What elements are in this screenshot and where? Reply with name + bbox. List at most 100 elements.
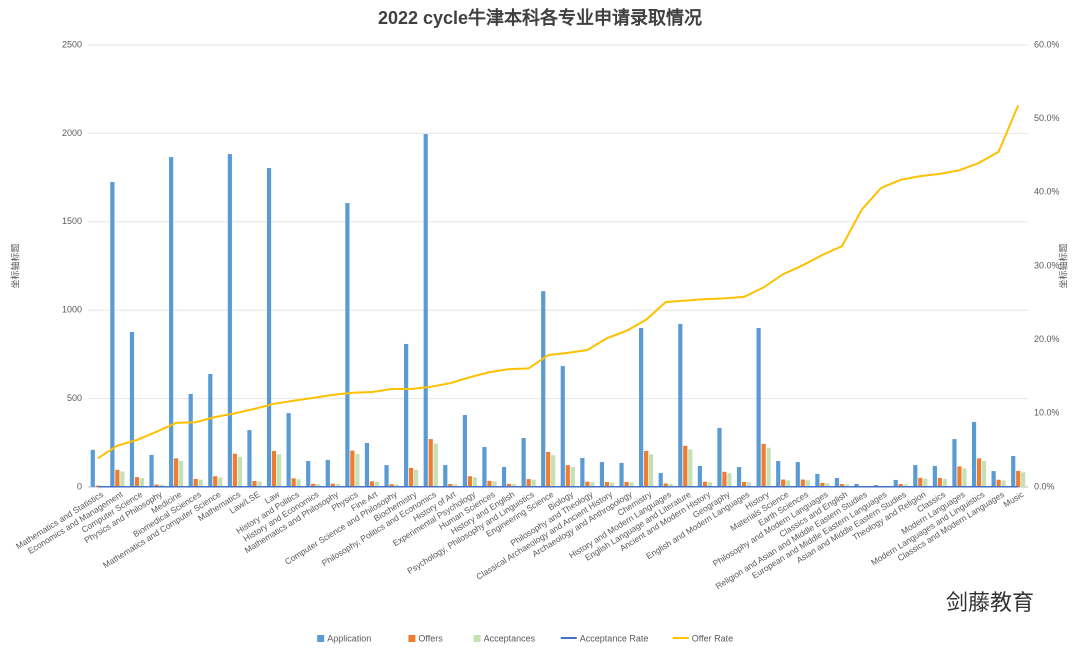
- bar: [795, 462, 800, 487]
- bar: [330, 483, 335, 487]
- bar: [433, 443, 438, 487]
- y2-tick-label: 10.0%: [1034, 408, 1060, 418]
- y2-tick-label: 0.0%: [1034, 481, 1055, 491]
- bar: [551, 455, 556, 487]
- bar: [663, 483, 668, 487]
- bar: [952, 439, 957, 487]
- bar: [834, 477, 840, 487]
- bar: [414, 469, 419, 487]
- y2-tick-label: 20.0%: [1034, 334, 1060, 344]
- bar: [462, 415, 467, 487]
- bar: [683, 445, 688, 487]
- bar: [1016, 470, 1021, 487]
- legend-swatch: [408, 635, 416, 642]
- bar: [271, 450, 277, 487]
- bar: [276, 454, 282, 487]
- bar: [311, 483, 316, 487]
- y2-axis-title: 坐标轴标题: [1057, 243, 1068, 288]
- bar: [232, 453, 237, 487]
- bar: [756, 328, 761, 487]
- bar: [526, 479, 531, 487]
- y-tick-label: 1500: [62, 216, 82, 226]
- bar: [697, 465, 702, 487]
- bar: [169, 157, 174, 488]
- bar: [874, 485, 879, 487]
- bar: [384, 465, 389, 487]
- bar: [389, 484, 394, 487]
- bar: [506, 483, 512, 487]
- bar: [325, 459, 330, 487]
- bar: [668, 483, 673, 487]
- bar: [585, 481, 590, 487]
- bar: [374, 481, 380, 487]
- bar: [1001, 480, 1006, 487]
- bar: [781, 479, 786, 487]
- bar: [541, 291, 546, 487]
- bar: [286, 413, 291, 487]
- bar: [971, 421, 977, 487]
- bar: [957, 466, 962, 487]
- y-axis-title: 坐标轴标题: [9, 243, 20, 288]
- bar: [644, 450, 649, 487]
- bar: [218, 477, 223, 487]
- bar: [923, 478, 928, 487]
- bar: [629, 482, 634, 487]
- bar: [247, 430, 252, 487]
- bar: [1011, 456, 1016, 487]
- bar: [188, 394, 193, 487]
- bar: [761, 443, 766, 487]
- bar: [467, 476, 472, 487]
- bar: [854, 483, 859, 487]
- bar: [604, 482, 610, 487]
- bar: [409, 467, 414, 487]
- bar: [149, 454, 154, 487]
- bar: [174, 458, 179, 487]
- bar: [139, 478, 145, 487]
- y-tick-label: 2000: [62, 128, 82, 138]
- bar: [482, 447, 487, 487]
- bar: [546, 451, 551, 487]
- bar: [991, 471, 996, 487]
- bar: [688, 449, 693, 487]
- bar: [345, 203, 350, 487]
- bar: [296, 479, 301, 487]
- bar: [257, 481, 262, 487]
- bar: [702, 481, 707, 487]
- chart-title: 2022 cycle牛津本科各专业申请录取情况: [378, 7, 702, 28]
- bar: [717, 427, 722, 487]
- bar: [707, 482, 712, 487]
- bar: [443, 465, 448, 487]
- bar: [649, 454, 654, 487]
- bar: [658, 473, 663, 487]
- bar: [511, 484, 517, 487]
- bar: [335, 483, 340, 487]
- bar: [404, 343, 409, 487]
- bar: [448, 483, 453, 487]
- y-tick-label: 1000: [62, 305, 82, 315]
- bar: [722, 471, 727, 487]
- bar: [678, 323, 683, 487]
- bar: [291, 478, 296, 487]
- y2-tick-label: 40.0%: [1034, 187, 1060, 197]
- bar: [227, 154, 232, 487]
- bar: [741, 481, 747, 487]
- bar: [1021, 472, 1026, 487]
- bar: [472, 477, 477, 487]
- bar: [580, 458, 585, 487]
- y2-tick-label: 50.0%: [1034, 113, 1060, 123]
- y2-tick-label: 60.0%: [1034, 39, 1060, 49]
- bar: [316, 484, 321, 487]
- line: [97, 105, 1020, 460]
- legend-swatch: [473, 635, 481, 642]
- bar: [746, 482, 752, 487]
- legend-label: Acceptance Rate: [580, 633, 649, 643]
- bar: [531, 479, 536, 487]
- bar: [820, 482, 825, 487]
- bar: [521, 438, 526, 487]
- y-tick-label: 0: [77, 481, 82, 491]
- bar: [776, 461, 781, 487]
- bar: [213, 476, 218, 487]
- bar: [306, 461, 311, 487]
- y2-tick-label: 30.0%: [1034, 260, 1060, 270]
